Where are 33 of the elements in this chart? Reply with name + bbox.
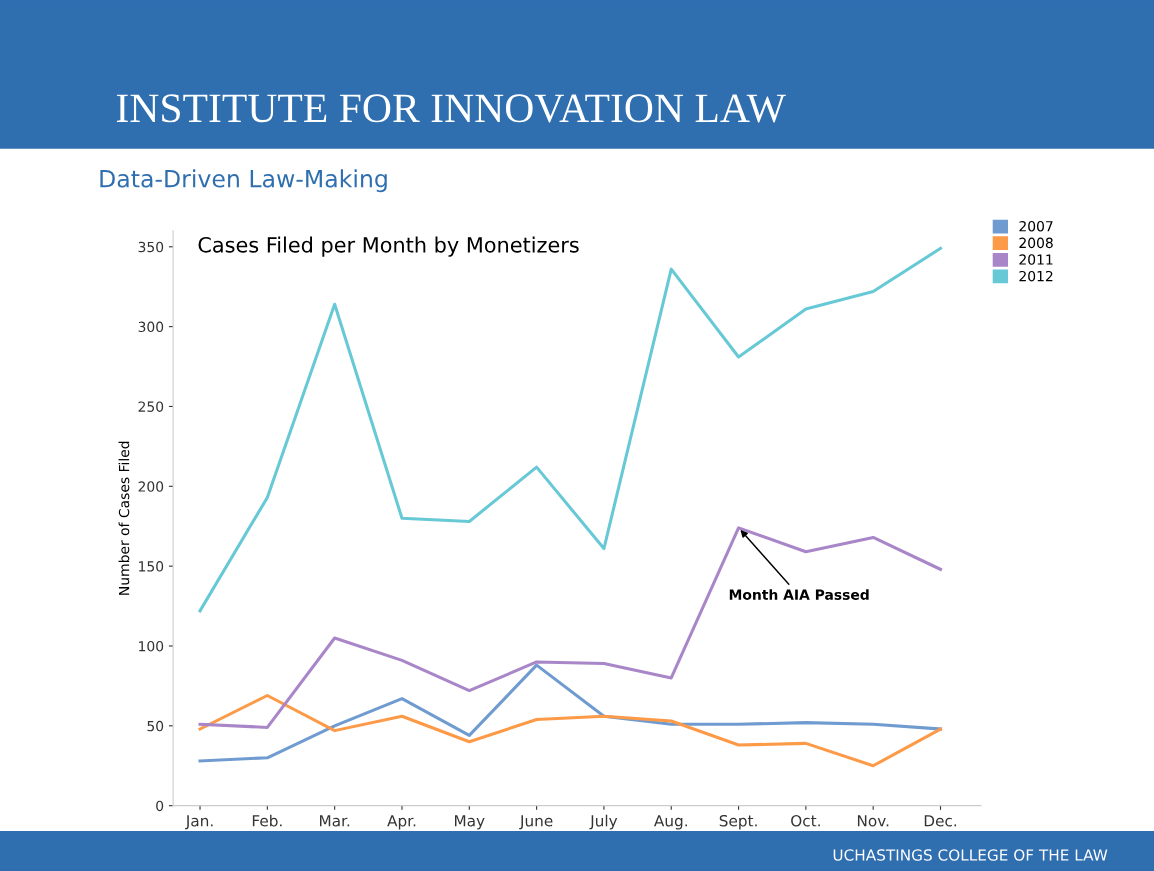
- x-tick-label: Mar.: [320, 815, 350, 827]
- y-tick-label: 150: [139, 561, 164, 572]
- annotation: Month AIA Passed: [729, 589, 869, 600]
- y-tick-label: 350: [138, 241, 164, 253]
- text: Data-Driven Law-Making: [100, 169, 387, 193]
- y-tick-label: 250: [138, 401, 164, 412]
- y-tick-label: 50: [147, 720, 164, 732]
- line-series: [198, 663, 943, 763]
- x-tick-label: Oct.: [791, 814, 820, 827]
- text: UCHASTINGS COLLEGE OF THE LAW: [833, 849, 1108, 861]
- x-tick-label: Apr.: [387, 815, 416, 830]
- y-tick-label: 0: [156, 800, 164, 812]
- x-tick-label: Aug.: [654, 815, 687, 830]
- line-series: [198, 526, 943, 729]
- x-tick-label: June: [519, 815, 553, 830]
- x-tick-label: May: [455, 815, 485, 830]
- legend-label: 2007: [1019, 220, 1053, 232]
- y-tick-label: 100: [139, 640, 164, 652]
- line-series: [198, 693, 943, 768]
- text: INSTITUTE FOR INNOVATION LAW: [116, 94, 786, 123]
- y-axis-title: Number of Cases Filed: [118, 441, 130, 595]
- y-tick-label: 200: [138, 481, 164, 492]
- legend-label: 2012: [1019, 270, 1053, 282]
- legend-label: 2011: [1019, 254, 1053, 265]
- x-tick-label: Dec.: [924, 815, 957, 827]
- chart-title: Cases Filed per Month by Monetizers: [198, 236, 579, 257]
- x-tick-label: Jan.: [185, 815, 213, 830]
- x-tick-label: Feb.: [252, 814, 282, 827]
- x-tick-label: Nov.: [857, 815, 889, 827]
- y-tick-label: 300: [138, 321, 164, 333]
- legend-label: 2008: [1019, 237, 1053, 249]
- x-tick-label: July: [589, 814, 618, 830]
- x-tick-label: Sept.: [719, 814, 757, 830]
